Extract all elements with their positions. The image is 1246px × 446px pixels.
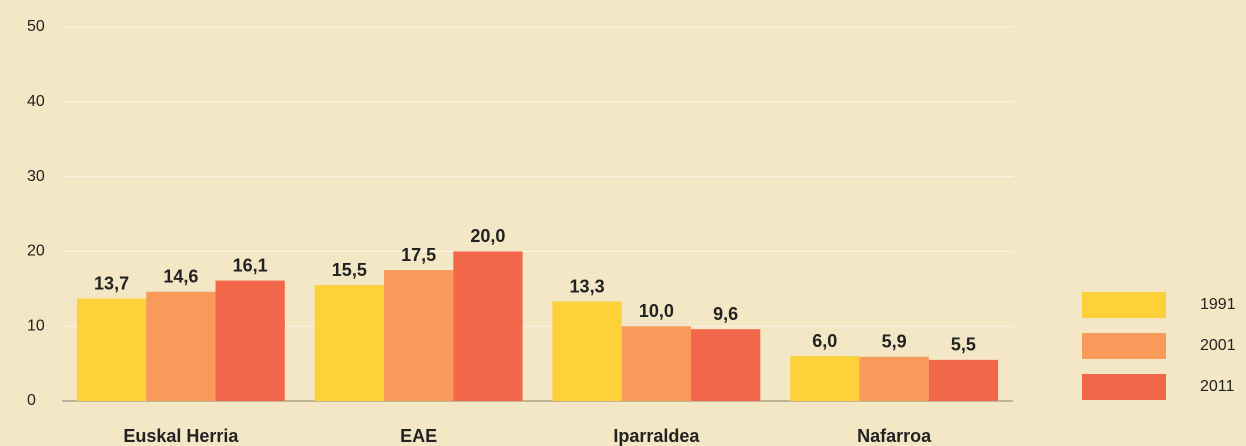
value-label: 6,0 — [812, 331, 837, 351]
bar — [383, 270, 454, 401]
bar — [859, 356, 929, 401]
bar — [790, 356, 860, 401]
bar — [215, 280, 285, 401]
value-label: 17,5 — [401, 245, 436, 265]
legend-swatch — [1082, 292, 1166, 318]
y-tick-label: 10 — [27, 317, 45, 334]
value-label: 5,9 — [882, 332, 907, 352]
legend-label: 2011 — [1200, 378, 1235, 395]
y-tick-label: 50 — [27, 18, 45, 35]
y-tick-label: 40 — [27, 93, 45, 110]
value-label: 16,1 — [233, 255, 268, 275]
legend-label: 1991 — [1200, 296, 1236, 313]
value-label: 13,7 — [94, 273, 129, 293]
legend-swatch — [1082, 374, 1166, 400]
bar — [691, 329, 761, 401]
bar — [146, 291, 216, 401]
value-label: 9,6 — [713, 304, 738, 324]
bar — [76, 298, 147, 401]
x-tick-label: Nafarroa — [857, 426, 932, 446]
x-tick-label: EAE — [400, 426, 437, 446]
value-label: 10,0 — [639, 301, 674, 321]
y-tick-label: 20 — [27, 243, 45, 260]
y-tick-label: 0 — [27, 392, 36, 409]
value-label: 15,5 — [332, 260, 367, 280]
value-label: 5,5 — [951, 335, 976, 355]
value-label: 14,6 — [163, 267, 198, 287]
legend-label: 2001 — [1200, 337, 1236, 354]
value-label: 20,0 — [470, 226, 505, 246]
y-tick-label: 30 — [27, 168, 45, 185]
x-tick-label: Euskal Herria — [123, 426, 239, 446]
value-label: 13,3 — [570, 276, 605, 296]
bar — [453, 251, 523, 401]
bar — [621, 326, 692, 401]
bar — [314, 285, 384, 401]
bar — [928, 359, 999, 401]
bar — [552, 301, 622, 401]
legend-swatch — [1082, 333, 1166, 359]
x-tick-label: Iparraldea — [613, 426, 700, 446]
